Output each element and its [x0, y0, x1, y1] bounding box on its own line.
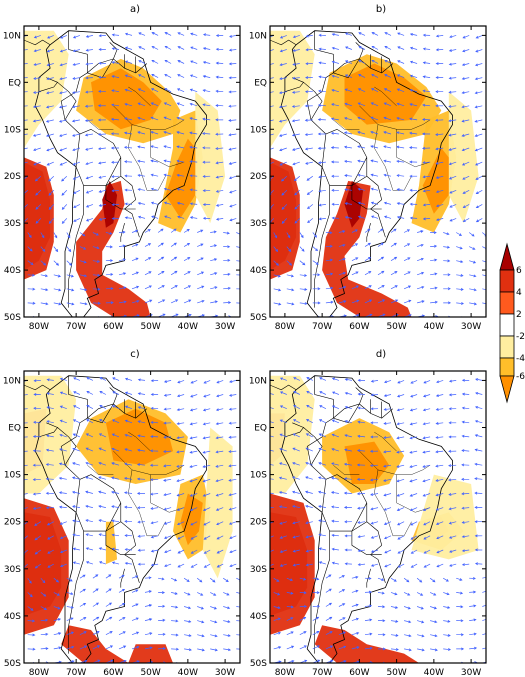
lon-tick-label: 30W — [461, 322, 481, 332]
lon-tick-label: 40W — [178, 668, 198, 677]
colorbar-label: 4 — [516, 288, 522, 298]
coastline — [24, 375, 207, 663]
panel-label: b) — [376, 4, 386, 15]
lon-tick-label: 50W — [386, 668, 406, 677]
lat-tick-label: 10S — [4, 471, 21, 481]
panel-frame — [23, 25, 241, 318]
lon-tick-label: 60W — [349, 322, 369, 332]
panel-frame — [23, 370, 241, 664]
lon-tick-label: 30W — [215, 668, 235, 677]
panel-frame — [269, 370, 487, 664]
colorbar-label: -2 — [516, 332, 525, 342]
lat-tick-label: EQ — [254, 424, 267, 434]
lat-tick-label: 40S — [250, 266, 267, 276]
lat-tick-label: 30S — [4, 565, 21, 575]
lon-tick-label: 30W — [215, 322, 235, 332]
lat-tick-label: 40S — [4, 266, 21, 276]
lat-tick-label: 10N — [3, 31, 21, 41]
lon-tick-label: 80W — [275, 668, 295, 677]
map-panel-c: 10N EQ 10S 20S 30S 40S 50S 80W 70W 60W 50W 40W 30W c) — [3, 349, 241, 677]
lat-tick-label: 10S — [250, 471, 267, 481]
shaded-anomaly — [24, 30, 226, 317]
lat-tick-label: 10S — [250, 125, 267, 135]
coastline — [270, 375, 453, 663]
panels: 10N EQ 10S 20S 30S 40S 50S 80W 70W 60W 50W 40W 30W a)… — [3, 4, 487, 677]
lon-tick-label: 50W — [140, 668, 160, 677]
map-panel-b: 10N EQ 10S 20S 30S 40S 50S 80W 70W 60W 50W 40W 30W b) — [249, 4, 487, 332]
lat-tick-label: 50S — [4, 659, 21, 669]
wind-vectors — [24, 377, 240, 663]
lat-tick-label: 30S — [4, 219, 21, 229]
colorbar-segment — [499, 291, 515, 315]
lat-tick-label: 20S — [4, 172, 21, 182]
colorbar-label: -6 — [516, 372, 525, 382]
lat-tick-label: 50S — [250, 313, 267, 323]
lat-tick-label: 20S — [4, 518, 21, 528]
lon-tick-label: 40W — [424, 322, 444, 332]
lon-tick-label: 80W — [29, 668, 49, 677]
lat-tick-label: 50S — [4, 313, 21, 323]
colorbar-segment — [499, 313, 515, 337]
wind-vectors — [270, 377, 486, 663]
lon-tick-label: 50W — [140, 322, 160, 332]
lat-tick-label: 10S — [4, 125, 21, 135]
lon-tick-label: 70W — [312, 668, 332, 677]
lon-tick-label: 40W — [424, 668, 444, 677]
lat-tick-label: 20S — [250, 518, 267, 528]
lat-tick-label: 30S — [250, 565, 267, 575]
lon-tick-label: 60W — [103, 322, 123, 332]
colorbar-label: -4 — [516, 354, 525, 364]
colorbar-segment — [499, 357, 515, 377]
map-panel-a: 10N EQ 10S 20S 30S 40S 50S 80W 70W 60W 50W 40W 30W a) — [3, 4, 241, 332]
lon-tick-label: 60W — [349, 668, 369, 677]
lon-tick-label: 30W — [461, 668, 481, 677]
colorbar-segment — [499, 242, 515, 271]
panel-frame — [269, 25, 487, 318]
lat-tick-label: 20S — [250, 172, 267, 182]
lon-tick-label: 70W — [66, 668, 86, 677]
colorbar-label: 2 — [516, 310, 522, 320]
panel-label: a) — [130, 4, 140, 15]
colorbar-segment — [499, 269, 515, 293]
panel-label: c) — [130, 349, 139, 360]
colorbar: 6 4 2 -2 -4 -6 — [499, 242, 525, 404]
lat-tick-label: 10N — [249, 31, 267, 41]
lon-tick-label: 80W — [275, 322, 295, 332]
lon-tick-label: 80W — [29, 322, 49, 332]
lat-tick-label: 50S — [250, 659, 267, 669]
lat-tick-label: 40S — [250, 612, 267, 622]
lon-tick-label: 70W — [66, 322, 86, 332]
coastline — [270, 30, 453, 317]
lat-tick-label: EQ — [8, 424, 21, 434]
shaded-anomaly — [270, 375, 479, 663]
lat-tick-label: EQ — [254, 78, 267, 88]
lat-tick-label: 10N — [249, 376, 267, 386]
panel-label: d) — [376, 349, 386, 360]
lon-tick-label: 60W — [103, 668, 123, 677]
lat-tick-label: 40S — [4, 612, 21, 622]
lon-tick-label: 50W — [386, 322, 406, 332]
lat-tick-label: 10N — [3, 376, 21, 386]
colorbar-segment — [499, 375, 515, 404]
colorbar-label: 6 — [516, 266, 522, 276]
lon-tick-label: 70W — [312, 322, 332, 332]
map-panel-d: 10N EQ 10S 20S 30S 40S 50S 80W 70W 60W 50W 40W 30W d) — [249, 349, 487, 677]
lon-tick-label: 40W — [178, 322, 198, 332]
lat-tick-label: EQ — [8, 78, 21, 88]
colorbar-segment — [499, 335, 515, 359]
lat-tick-label: 30S — [250, 219, 267, 229]
